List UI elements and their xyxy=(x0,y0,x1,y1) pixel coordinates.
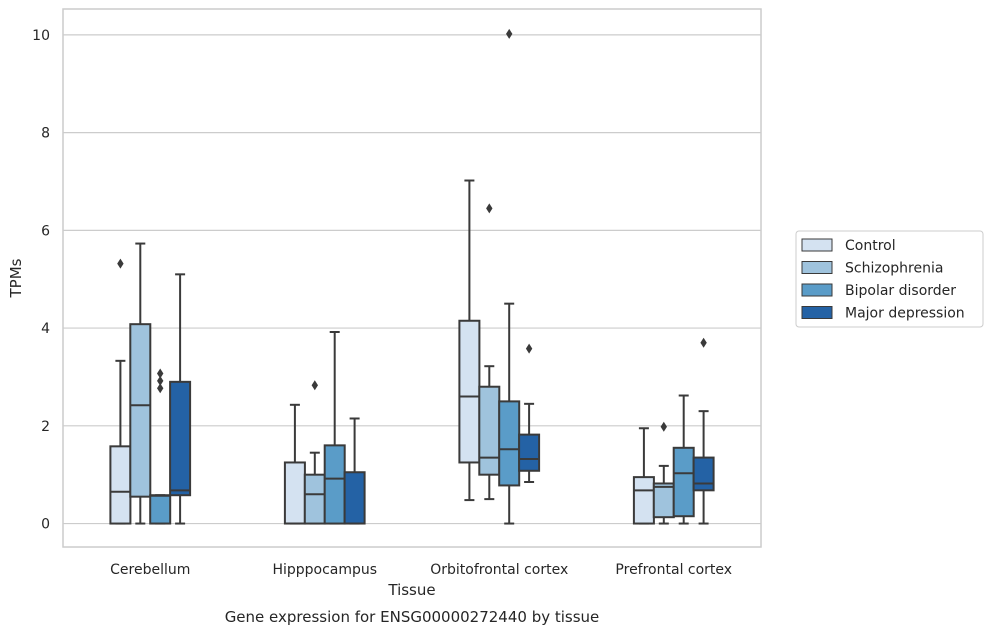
box-group xyxy=(303,380,326,525)
legend-swatch xyxy=(801,238,833,252)
outlier-point xyxy=(660,421,667,432)
x-tick-label: Hipppocampus xyxy=(272,562,377,578)
x-axis-label: Tissue xyxy=(387,581,435,599)
outlier-point xyxy=(506,28,513,39)
outlier-point xyxy=(311,380,318,391)
legend-label: Bipolar disorder xyxy=(845,283,956,299)
box xyxy=(652,482,675,519)
y-tick-label: 8 xyxy=(41,126,50,142)
box-group xyxy=(672,394,695,525)
box-group xyxy=(498,28,521,525)
box-group xyxy=(692,337,715,525)
box xyxy=(458,319,481,464)
box-group xyxy=(149,368,172,525)
box-group xyxy=(343,417,366,525)
outlier-point xyxy=(525,343,533,354)
box-group xyxy=(129,242,152,525)
box-group xyxy=(109,258,132,525)
outlier-point xyxy=(157,368,164,379)
box xyxy=(169,380,192,497)
box-group xyxy=(518,343,541,484)
box xyxy=(129,323,152,498)
y-tick-label: 6 xyxy=(41,223,50,239)
box xyxy=(323,444,346,525)
box-group xyxy=(652,421,675,525)
y-tick-label: 2 xyxy=(41,419,50,435)
x-tick-label: Orbitofrontal cortex xyxy=(430,562,568,578)
outlier-point xyxy=(117,258,124,269)
box xyxy=(343,471,366,525)
box xyxy=(283,461,306,525)
outlier-point xyxy=(486,203,493,214)
y-tick-labels: 0 2 4 6 8 10 xyxy=(32,28,50,533)
gridlines xyxy=(63,34,761,525)
legend-swatch xyxy=(801,261,833,274)
box xyxy=(149,494,172,525)
legend-label: Control xyxy=(845,238,896,254)
x-tick-label: Prefrontal cortex xyxy=(615,562,732,578)
box xyxy=(498,400,521,487)
box-group xyxy=(169,273,192,525)
plot-frame xyxy=(62,8,762,548)
box-groups xyxy=(109,28,715,525)
box xyxy=(303,473,326,525)
legend-frame xyxy=(795,230,984,328)
box xyxy=(692,456,715,492)
x-tick-labels: Cerebellum Hipppocampus Orbitofrontal cort… xyxy=(110,562,732,578)
box-group xyxy=(478,203,501,501)
legend-label: Major depression xyxy=(845,306,965,322)
box-group xyxy=(632,427,655,525)
box-group xyxy=(323,330,346,525)
y-tick-label: 4 xyxy=(41,321,50,337)
outlier-point xyxy=(157,383,164,394)
box xyxy=(478,385,501,476)
legend-label: Schizophrenia xyxy=(845,261,943,277)
chart-caption: Gene expression for ENSG00000272440 by t… xyxy=(225,608,600,626)
y-tick-label: 10 xyxy=(32,28,50,44)
legend: Control Schizophrenia Bipolar disorder Majo… xyxy=(795,230,984,328)
outlier-point xyxy=(700,337,707,348)
x-tick-label: Cerebellum xyxy=(110,562,190,578)
box-group xyxy=(458,179,481,502)
box-group xyxy=(283,403,306,525)
box xyxy=(518,433,541,472)
box xyxy=(632,476,655,525)
legend-swatch xyxy=(801,306,833,319)
outlier-point xyxy=(157,375,164,386)
legend-swatch xyxy=(801,283,833,297)
y-tick-label: 0 xyxy=(41,517,50,533)
box xyxy=(109,445,132,525)
y-axis-label: TPMs xyxy=(7,258,25,298)
box xyxy=(672,446,695,518)
